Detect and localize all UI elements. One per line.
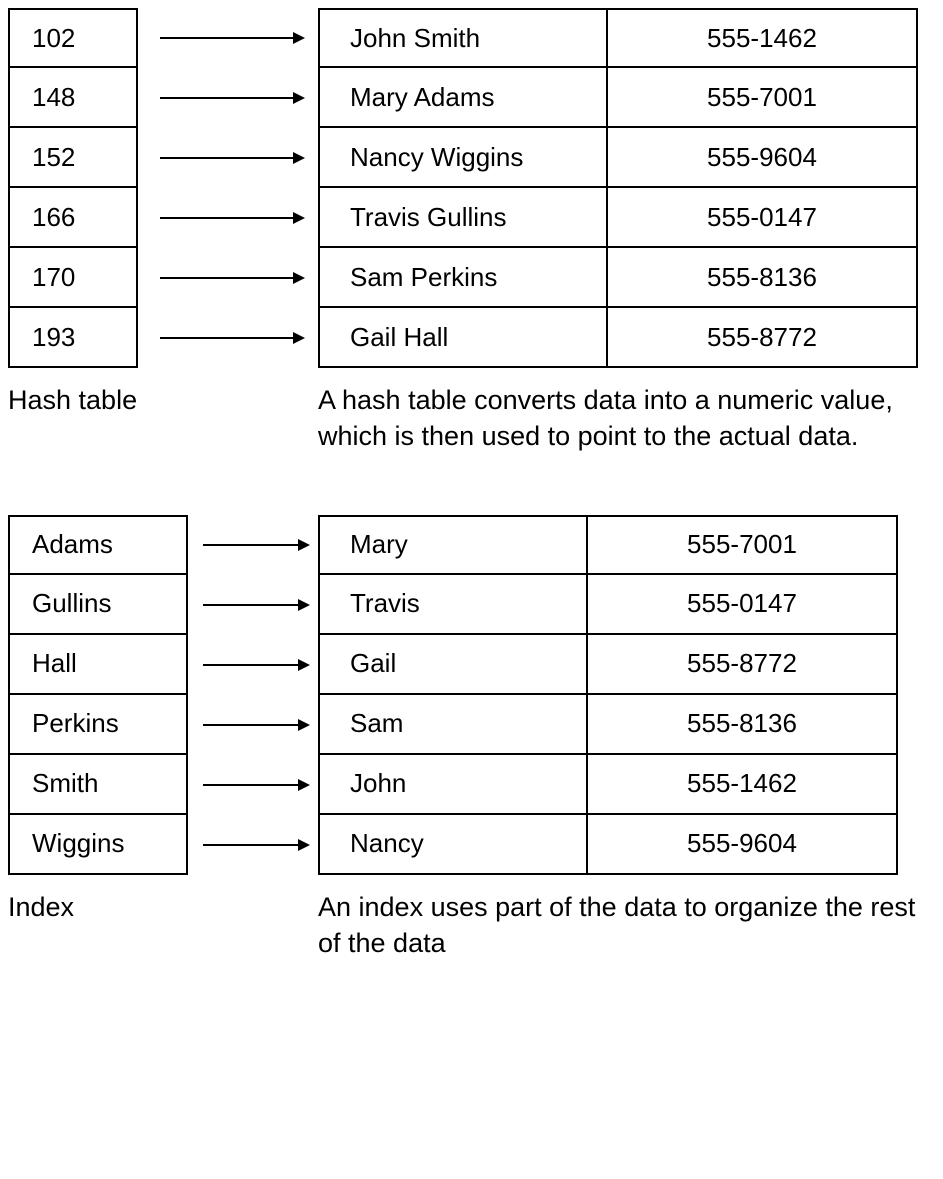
name-cell: Sam Perkins	[318, 248, 608, 308]
hash-table-caption: A hash table converts data into a numeri…	[318, 382, 935, 455]
index-caption: An index uses part of the data to organi…	[318, 889, 935, 962]
index-key-cell: Gullins	[8, 575, 188, 635]
name-cell: Travis Gullins	[318, 188, 608, 248]
table-row: 102 John Smith 555-1462	[8, 8, 935, 68]
hash-table-labels: Hash table A hash table converts data in…	[8, 382, 935, 455]
phone-cell: 555-9604	[608, 128, 918, 188]
phone-cell: 555-7001	[608, 68, 918, 128]
table-row: Perkins Sam 555-8136	[8, 695, 935, 755]
table-row: Hall Gail 555-8772	[8, 635, 935, 695]
index-labels: Index An index uses part of the data to …	[8, 889, 935, 962]
table-row: 170 Sam Perkins 555-8136	[8, 248, 935, 308]
table-row: Gullins Travis 555-0147	[8, 575, 935, 635]
phone-cell: 555-0147	[588, 575, 898, 635]
name-cell: Gail	[318, 635, 588, 695]
name-cell: Nancy	[318, 815, 588, 875]
hash-key-cell: 152	[8, 128, 138, 188]
phone-cell: 555-0147	[608, 188, 918, 248]
name-cell: Mary	[318, 515, 588, 575]
arrow-right-icon	[138, 188, 318, 248]
phone-cell: 555-9604	[588, 815, 898, 875]
arrow-right-icon	[188, 815, 318, 875]
table-row: Wiggins Nancy 555-9604	[8, 815, 935, 875]
phone-cell: 555-1462	[588, 755, 898, 815]
index-title: Index	[8, 889, 318, 962]
index-key-cell: Hall	[8, 635, 188, 695]
phone-cell: 555-8772	[588, 635, 898, 695]
arrow-right-icon	[188, 755, 318, 815]
arrow-right-icon	[188, 515, 318, 575]
arrow-right-icon	[188, 575, 318, 635]
hash-key-cell: 170	[8, 248, 138, 308]
hash-key-cell: 193	[8, 308, 138, 368]
hash-key-cell: 166	[8, 188, 138, 248]
name-cell: Gail Hall	[318, 308, 608, 368]
name-cell: Nancy Wiggins	[318, 128, 608, 188]
index-key-cell: Smith	[8, 755, 188, 815]
hash-table-section: 102 John Smith 555-1462 148 Mary Adams 5…	[8, 8, 935, 455]
arrow-right-icon	[138, 8, 318, 68]
index-key-cell: Perkins	[8, 695, 188, 755]
hash-key-cell: 102	[8, 8, 138, 68]
table-row: 166 Travis Gullins 555-0147	[8, 188, 935, 248]
hash-key-cell: 148	[8, 68, 138, 128]
arrow-right-icon	[188, 635, 318, 695]
arrow-right-icon	[138, 68, 318, 128]
phone-cell: 555-8136	[588, 695, 898, 755]
name-cell: John	[318, 755, 588, 815]
table-row: Smith John 555-1462	[8, 755, 935, 815]
phone-cell: 555-7001	[588, 515, 898, 575]
table-row: 148 Mary Adams 555-7001	[8, 68, 935, 128]
arrow-right-icon	[188, 695, 318, 755]
name-cell: John Smith	[318, 8, 608, 68]
name-cell: Mary Adams	[318, 68, 608, 128]
arrow-right-icon	[138, 308, 318, 368]
phone-cell: 555-8136	[608, 248, 918, 308]
name-cell: Travis	[318, 575, 588, 635]
phone-cell: 555-8772	[608, 308, 918, 368]
name-cell: Sam	[318, 695, 588, 755]
table-row: 193 Gail Hall 555-8772	[8, 308, 935, 368]
hash-table-title: Hash table	[8, 382, 318, 455]
table-row: Adams Mary 555-7001	[8, 515, 935, 575]
index-key-cell: Adams	[8, 515, 188, 575]
arrow-right-icon	[138, 248, 318, 308]
arrow-right-icon	[138, 128, 318, 188]
table-row: 152 Nancy Wiggins 555-9604	[8, 128, 935, 188]
index-key-cell: Wiggins	[8, 815, 188, 875]
index-section: Adams Mary 555-7001 Gullins Travis 555-0…	[8, 515, 935, 962]
phone-cell: 555-1462	[608, 8, 918, 68]
